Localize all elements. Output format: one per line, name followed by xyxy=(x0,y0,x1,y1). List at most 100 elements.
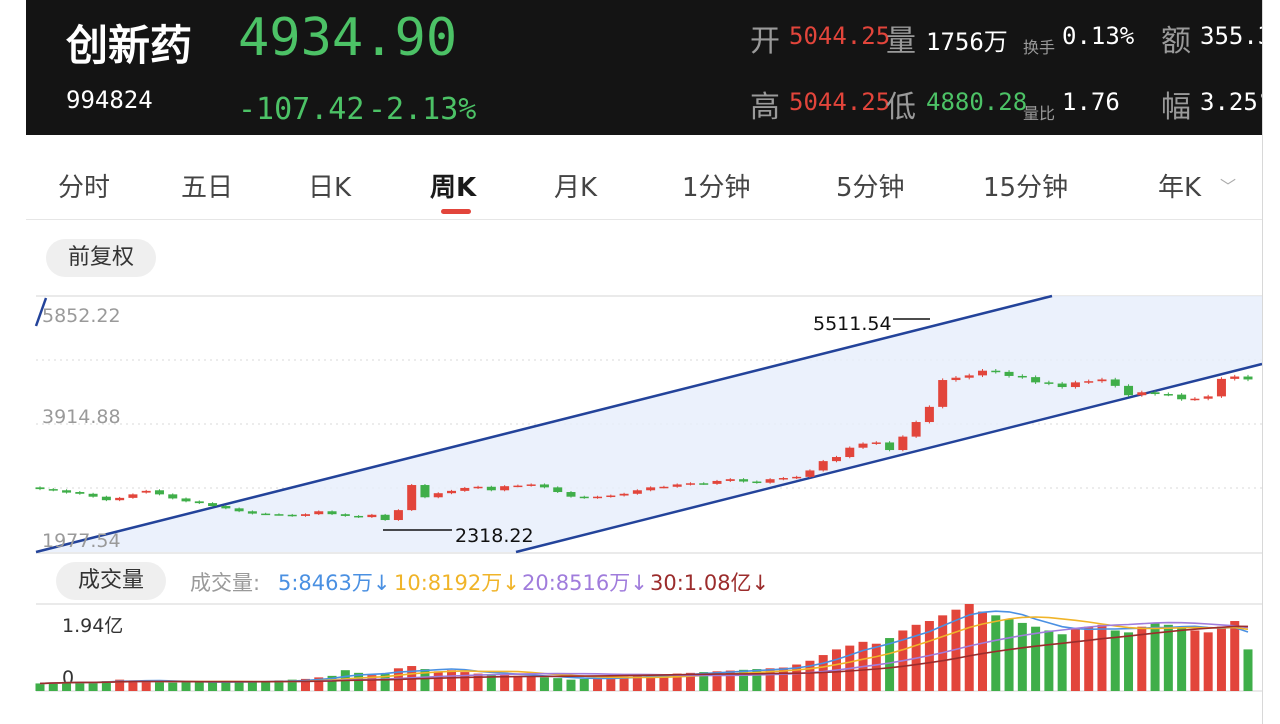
volume-bar xyxy=(606,677,616,691)
candles-group xyxy=(35,368,1253,521)
candle-body xyxy=(101,496,111,501)
volume-bar xyxy=(739,669,749,691)
lower-trend-line[interactable] xyxy=(515,362,1263,554)
candle-body xyxy=(380,514,390,521)
candle-body xyxy=(805,470,815,477)
volume-bar xyxy=(234,681,244,691)
volume-bar xyxy=(194,682,204,691)
candle-body xyxy=(898,436,908,451)
tab-1min[interactable]: 1分钟 xyxy=(682,173,751,203)
chevron-down-icon[interactable]: ﹀ xyxy=(1220,177,1237,196)
amplitude-value: 3.25° xyxy=(1200,88,1262,116)
tab-15min[interactable]: 15分钟 xyxy=(983,173,1069,203)
volume-bar xyxy=(1004,619,1014,691)
tab-five-day[interactable]: 五日 xyxy=(181,173,234,203)
candle-body xyxy=(1084,381,1094,383)
volume-bar xyxy=(685,672,695,691)
tab-weekly-k[interactable]: 周K xyxy=(430,173,477,203)
volume-bar xyxy=(35,683,45,691)
upper-trend-line[interactable] xyxy=(35,294,1053,554)
low-value: 4880.28 xyxy=(926,88,1028,116)
candle-body xyxy=(606,495,616,498)
left-margin xyxy=(0,0,26,136)
candle-body xyxy=(513,485,523,488)
volume-bar xyxy=(1031,626,1041,691)
volume-bar xyxy=(1216,626,1226,691)
volume-bar xyxy=(1017,622,1027,691)
tab-yearly-k[interactable]: 年K xyxy=(1158,173,1202,203)
candle-body xyxy=(1070,382,1080,388)
candle-body xyxy=(818,461,828,471)
candle-body xyxy=(460,487,470,491)
volume-bar xyxy=(579,678,589,691)
volume-bar xyxy=(314,677,324,691)
candle-body xyxy=(1177,394,1187,400)
volume-bar xyxy=(1124,632,1134,691)
candle-body xyxy=(646,487,656,491)
turnover-value: 0.13% xyxy=(1062,22,1135,50)
candle-body xyxy=(619,493,629,496)
ma30-line xyxy=(39,625,1249,685)
candle-body xyxy=(433,493,443,498)
candle-body xyxy=(752,481,762,484)
candle-body xyxy=(871,442,881,444)
volume-bar xyxy=(208,681,218,691)
open-value: 5044.25 xyxy=(789,22,891,50)
adjust-mode-button[interactable]: 前复权 xyxy=(46,239,157,277)
candle-body xyxy=(1203,396,1213,399)
volume-bar xyxy=(447,670,457,691)
candle-body xyxy=(128,494,138,498)
volume-bar xyxy=(48,682,58,691)
candle-body xyxy=(778,478,788,480)
candle-body xyxy=(765,479,775,483)
candle-body xyxy=(1163,394,1173,396)
volume-bar xyxy=(300,678,310,691)
tab-monthly-k[interactable]: 月K xyxy=(554,173,598,203)
amount-value: 355.3 xyxy=(1200,22,1262,50)
volume-bar xyxy=(354,672,364,691)
candle-body xyxy=(1137,392,1147,396)
volume-indicator-button[interactable]: 成交量 xyxy=(56,562,167,600)
open-label: 开 xyxy=(750,24,780,59)
candle-body xyxy=(1057,383,1067,388)
candle-body xyxy=(1004,371,1014,376)
candle-body xyxy=(247,511,257,514)
candle-body xyxy=(911,422,921,437)
quote-header: 创新药 994824 4934.90 -107.42 -2.13% 开 5044… xyxy=(26,0,1262,135)
volume-bar xyxy=(725,670,735,691)
volume-bar xyxy=(765,668,775,691)
volume-bar xyxy=(964,604,974,691)
volume-ma20: 20:8516万↓ xyxy=(522,571,648,595)
candle-body xyxy=(1216,378,1226,397)
volume-bar xyxy=(141,680,151,691)
candle-body xyxy=(447,490,457,494)
candle-body xyxy=(858,443,868,448)
candle-body xyxy=(407,485,417,511)
candle-body xyxy=(115,497,125,501)
candle-body xyxy=(1110,379,1120,386)
volume-bar xyxy=(526,676,536,691)
volume-bar xyxy=(752,669,762,691)
candle-body xyxy=(314,511,324,515)
volume-bar xyxy=(486,674,496,691)
candle-body xyxy=(1243,376,1253,380)
tab-daily-k[interactable]: 日K xyxy=(308,173,352,203)
volume-bar xyxy=(473,673,483,691)
candle-body xyxy=(699,483,709,485)
candle-body xyxy=(500,486,510,491)
volume-bar xyxy=(1044,630,1054,691)
candle-body xyxy=(924,406,934,423)
volume-bar xyxy=(1243,649,1253,691)
volume-axis-max: 1.94亿 xyxy=(62,615,123,637)
candle-body xyxy=(951,377,961,381)
volume-bar xyxy=(1203,632,1213,691)
active-tab-indicator xyxy=(441,209,471,214)
stock-code: 994824 xyxy=(66,86,153,114)
tab-intraday[interactable]: 分时 xyxy=(58,173,111,203)
candle-body xyxy=(327,511,337,515)
tab-5min[interactable]: 5分钟 xyxy=(836,173,905,203)
volume-bar xyxy=(646,675,656,691)
volume-bar xyxy=(792,664,802,691)
candle-body xyxy=(553,487,563,493)
